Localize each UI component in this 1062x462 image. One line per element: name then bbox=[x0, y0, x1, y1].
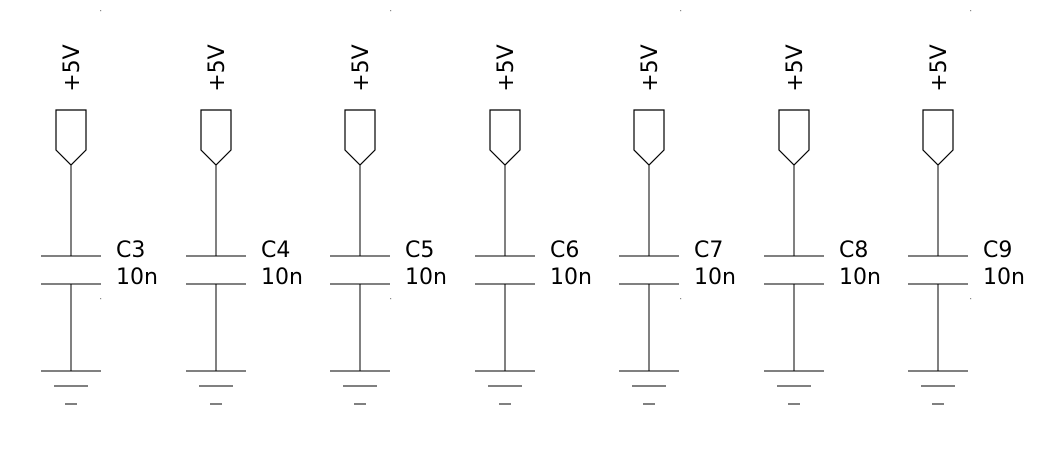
capacitor-c6-value-label[interactable]: 10n bbox=[550, 265, 592, 290]
capacitor-c4-reference-label[interactable]: C4 bbox=[261, 238, 290, 263]
capacitor-c6-supply-label: +5V bbox=[494, 44, 519, 91]
capacitor-c8-reference-label[interactable]: C8 bbox=[839, 238, 868, 263]
decoupling-capacitor-array: +5VC310n+5VC410n+5VC510n+5VC610n+5VC710n… bbox=[41, 44, 1025, 405]
grid-dot bbox=[100, 10, 102, 12]
capacitor-c5-supply-label: +5V bbox=[349, 44, 374, 91]
capacitor-c7-reference-label[interactable]: C7 bbox=[694, 238, 723, 263]
capacitor-c9-supply-label: +5V bbox=[927, 44, 952, 91]
grid-dots bbox=[100, 10, 972, 300]
capacitor-c8-value-label[interactable]: 10n bbox=[839, 265, 881, 290]
capacitor-c3-power-port-symbol[interactable] bbox=[55, 109, 87, 166]
capacitor-c5-power-port-symbol[interactable] bbox=[344, 109, 376, 166]
capacitor-c8-power-port-symbol[interactable] bbox=[778, 109, 810, 166]
capacitor-c4-value-label[interactable]: 10n bbox=[261, 265, 303, 290]
grid-dot bbox=[680, 10, 682, 12]
capacitor-c3-value-label[interactable]: 10n bbox=[116, 265, 158, 290]
capacitor-c4-supply-label: +5V bbox=[205, 44, 230, 91]
capacitor-c6-reference-label[interactable]: C6 bbox=[550, 238, 579, 263]
capacitor-c7-value-label[interactable]: 10n bbox=[694, 265, 736, 290]
capacitor-c6-power-port-symbol[interactable] bbox=[489, 109, 521, 166]
capacitor-c5-value-label[interactable]: 10n bbox=[405, 265, 447, 290]
grid-dot bbox=[970, 10, 972, 12]
capacitor-c9-reference-label[interactable]: C9 bbox=[983, 238, 1012, 263]
capacitor-c7-power-port-symbol[interactable] bbox=[633, 109, 665, 166]
grid-dot bbox=[390, 10, 392, 12]
capacitor-c9-power-port-symbol[interactable] bbox=[922, 109, 954, 166]
capacitor-c3-reference-label[interactable]: C3 bbox=[116, 238, 145, 263]
capacitor-c7-supply-label: +5V bbox=[638, 44, 663, 91]
capacitor-c3-supply-label: +5V bbox=[60, 44, 85, 91]
capacitor-c8-supply-label: +5V bbox=[783, 44, 808, 91]
capacitor-c9-value-label[interactable]: 10n bbox=[983, 265, 1025, 290]
capacitor-c4-power-port-symbol[interactable] bbox=[200, 109, 232, 166]
grid-dot bbox=[970, 298, 972, 300]
grid-dot bbox=[100, 298, 102, 300]
grid-dot bbox=[680, 298, 682, 300]
capacitor-c5-reference-label[interactable]: C5 bbox=[405, 238, 434, 263]
grid-dot bbox=[390, 298, 392, 300]
